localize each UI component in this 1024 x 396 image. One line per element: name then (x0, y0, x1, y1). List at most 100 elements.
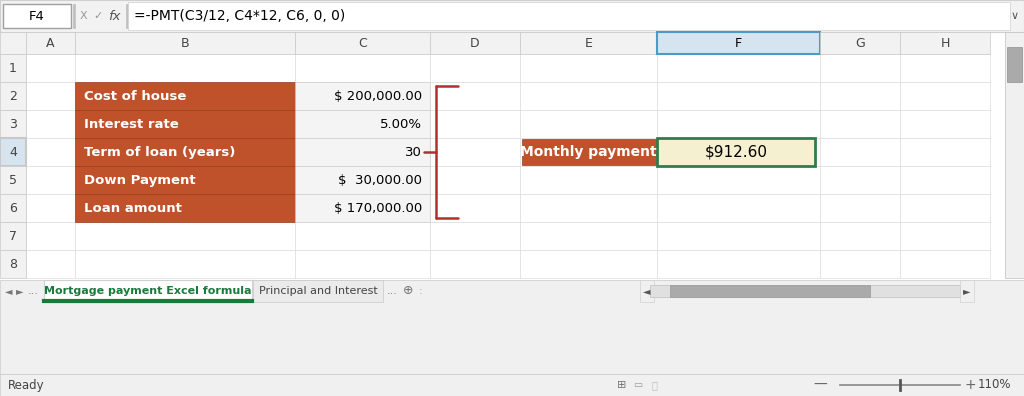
Bar (820, 222, 900, 250)
Bar (820, 166, 900, 194)
Bar (520, 54, 657, 82)
Bar (900, 194, 990, 222)
Text: Loan amount: Loan amount (84, 202, 182, 215)
Text: Term of loan (years): Term of loan (years) (84, 145, 236, 158)
Text: G: G (855, 36, 865, 50)
Bar (75, 166, 295, 194)
Bar (75, 250, 295, 278)
Bar (75, 194, 295, 222)
Text: ⬜: ⬜ (651, 380, 657, 390)
Bar (900, 166, 990, 194)
Bar (820, 32, 900, 54)
Bar (900, 110, 990, 138)
Bar (1007, 47, 1022, 82)
Text: ...: ... (387, 286, 398, 296)
Bar (75, 110, 295, 138)
Text: fx: fx (108, 10, 121, 23)
Text: $ 200,000.00: $ 200,000.00 (334, 89, 422, 103)
Bar (900, 222, 990, 250)
Text: =-PMT(C3/12, C4*12, C6, 0, 0): =-PMT(C3/12, C4*12, C6, 0, 0) (134, 9, 345, 23)
Bar (520, 82, 657, 110)
Bar (295, 138, 430, 166)
Text: 110%: 110% (978, 379, 1012, 392)
Bar (26, 32, 75, 54)
Text: ◄: ◄ (5, 286, 12, 296)
Text: E: E (585, 36, 593, 50)
Text: ⊞: ⊞ (617, 380, 627, 390)
Bar (900, 138, 990, 166)
Text: Down Payment: Down Payment (84, 173, 196, 187)
Text: D: D (470, 36, 480, 50)
Text: ✓: ✓ (93, 11, 102, 21)
Bar (26, 138, 75, 166)
Bar (0, 32, 26, 54)
Text: ...: ... (28, 286, 39, 296)
Bar (295, 82, 430, 110)
Bar (0, 0, 1024, 32)
Text: $ 170,000.00: $ 170,000.00 (334, 202, 422, 215)
Text: ▭: ▭ (634, 380, 643, 390)
Bar (520, 32, 657, 54)
Bar (295, 222, 430, 250)
Bar (0, 280, 1024, 374)
Bar (295, 194, 430, 222)
Text: F: F (735, 36, 742, 50)
Bar (657, 166, 820, 194)
Bar (295, 54, 430, 82)
Bar (75, 138, 295, 166)
Bar (0, 82, 26, 110)
Bar (0, 166, 26, 194)
Bar (520, 222, 657, 250)
Bar (820, 250, 900, 278)
Bar (820, 82, 900, 110)
Bar (820, 194, 900, 222)
Text: 5.00%: 5.00% (380, 118, 422, 131)
Text: X: X (80, 11, 88, 21)
Bar (26, 194, 75, 222)
Bar (657, 194, 820, 222)
Bar (126, 4, 128, 28)
Bar (0, 374, 1024, 396)
Bar (670, 285, 870, 297)
Bar (75, 82, 295, 110)
Text: C: C (358, 36, 367, 50)
Bar (75, 54, 295, 82)
Text: ►: ► (16, 286, 24, 296)
Bar (295, 194, 430, 222)
Text: 8: 8 (9, 257, 17, 270)
Bar (295, 32, 430, 54)
Bar (430, 250, 520, 278)
Text: $912.60: $912.60 (705, 145, 768, 160)
Bar (657, 250, 820, 278)
Bar (0, 54, 26, 82)
Text: 30: 30 (406, 145, 422, 158)
Text: 3: 3 (9, 118, 17, 131)
Bar (657, 54, 820, 82)
Bar (26, 166, 75, 194)
Text: —: — (813, 378, 826, 392)
Text: Monthly payment: Monthly payment (520, 145, 656, 159)
Text: ►: ► (964, 286, 971, 296)
Bar (430, 110, 520, 138)
Text: Ready: Ready (8, 379, 45, 392)
Bar (295, 82, 430, 110)
Bar (430, 82, 520, 110)
Bar (1005, 32, 1024, 278)
Text: Principal and Interest: Principal and Interest (259, 286, 378, 296)
Bar (0, 222, 26, 250)
Bar (295, 110, 430, 138)
Bar (3, 4, 71, 28)
Bar (657, 138, 820, 166)
Bar (657, 82, 820, 110)
Text: 6: 6 (9, 202, 17, 215)
Text: 7: 7 (9, 230, 17, 242)
Bar (657, 110, 820, 138)
Bar (75, 222, 295, 250)
Bar (44, 280, 252, 302)
Text: ◄: ◄ (643, 286, 650, 296)
Bar (522, 139, 657, 165)
Bar (0, 194, 26, 222)
Text: B: B (180, 36, 189, 50)
Text: 4: 4 (9, 145, 17, 158)
Text: $  30,000.00: $ 30,000.00 (338, 173, 422, 187)
